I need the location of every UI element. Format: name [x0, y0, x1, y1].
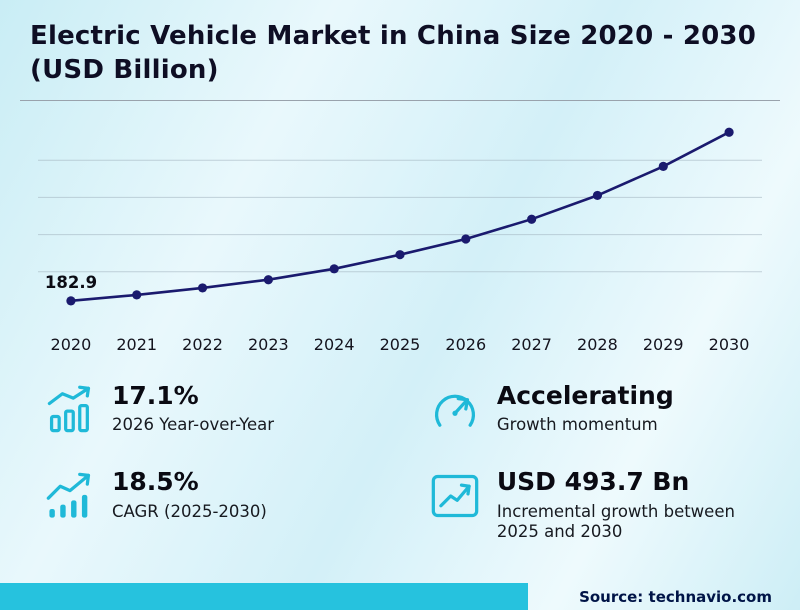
- source-text: Source: technavio.com: [579, 587, 772, 606]
- stat-text: USD 493.7 Bn Incremental growth between …: [496, 466, 747, 543]
- stat-label: CAGR (2025-2030): [112, 501, 267, 521]
- stat-value: 17.1%: [112, 380, 199, 410]
- stat-cagr: 18.5% CAGR (2025-2030): [44, 466, 419, 543]
- first-point-label: 182.9: [45, 272, 97, 291]
- stat-label: Incremental growth between 2025 and 2030: [496, 501, 735, 542]
- series-line: [70, 130, 730, 302]
- stat-value: USD 493.7 Bn: [496, 466, 690, 496]
- line-chart-svg: 182.9: [38, 127, 762, 306]
- gauge-icon: [429, 384, 481, 436]
- data-point: [197, 282, 208, 293]
- x-axis-labels: 2020 2021 2022 2023 2024 2025 2026 2027 2028 2029…: [38, 335, 762, 354]
- x-axis-label: 2030: [708, 334, 750, 354]
- page-title: Electric Vehicle Market in China Size 20…: [30, 21, 757, 85]
- stat-value: Accelerating: [496, 380, 674, 410]
- title-divider: [20, 99, 780, 101]
- data-point: [461, 234, 471, 244]
- stat-text: 17.1% 2026 Year-over-Year: [112, 380, 275, 436]
- x-axis-label: 2026: [445, 334, 487, 354]
- stat-text: 18.5% CAGR (2025-2030): [112, 466, 267, 522]
- growth-chart-icon: [429, 470, 481, 522]
- footer-bar: Source: technavio.com: [0, 583, 800, 610]
- data-point: [527, 214, 537, 224]
- data-point: [66, 295, 76, 306]
- data-point: [592, 190, 603, 200]
- trend-up-icon: [44, 470, 96, 522]
- stat-value: 18.5%: [112, 466, 199, 496]
- x-axis-label: 2022: [182, 334, 223, 354]
- stat-yoy: 17.1% 2026 Year-over-Year: [44, 380, 419, 436]
- line-chart: 182.9: [38, 109, 762, 327]
- x-axis-label: 2021: [116, 334, 158, 354]
- stat-text: Accelerating Growth momentum: [496, 380, 674, 436]
- data-point: [132, 289, 142, 300]
- x-axis-label: 2027: [511, 334, 552, 354]
- x-axis-label: 2024: [313, 334, 355, 354]
- stats-grid: 17.1% 2026 Year-over-Year Accelerating G…: [44, 380, 776, 543]
- data-point: [658, 161, 668, 171]
- footer-accent-bar: [0, 583, 528, 610]
- x-axis-label: 2028: [577, 334, 618, 354]
- data-point: [263, 274, 273, 284]
- x-axis-label: 2020: [50, 334, 92, 354]
- stat-label: Growth momentum: [496, 415, 658, 435]
- x-axis-label: 2029: [642, 334, 684, 354]
- stat-label: 2026 Year-over-Year: [112, 415, 275, 435]
- data-point: [724, 127, 734, 137]
- data-point: [329, 263, 339, 274]
- bar-chart-icon: [44, 384, 96, 436]
- data-point: [395, 249, 405, 259]
- x-axis-label: 2023: [247, 334, 289, 354]
- stat-momentum: Accelerating Growth momentum: [429, 380, 776, 436]
- stat-incremental-growth: USD 493.7 Bn Incremental growth between …: [429, 466, 776, 543]
- x-axis-label: 2025: [379, 334, 421, 354]
